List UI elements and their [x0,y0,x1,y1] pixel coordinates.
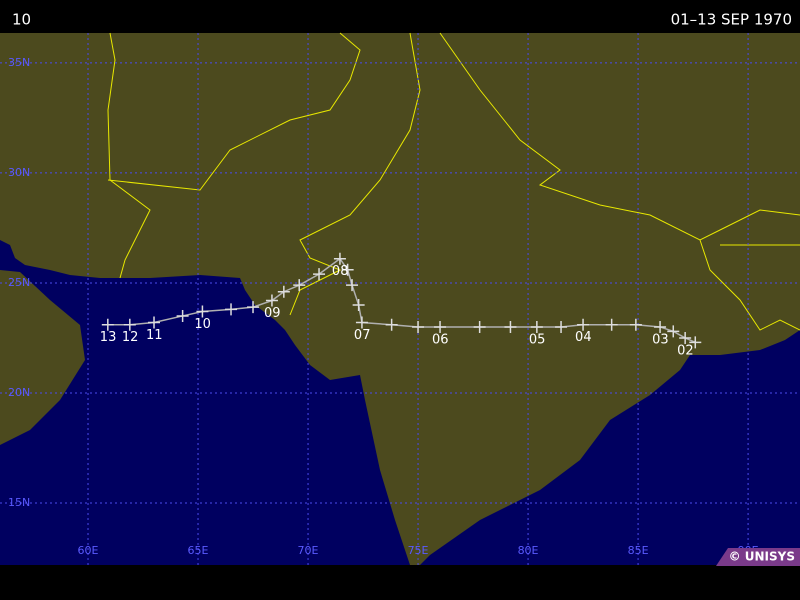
day-label: 12 [122,330,139,345]
lon-label: 80E [518,544,539,557]
track-point [346,279,359,292]
day-label: 13 [100,330,117,345]
day-label: 11 [146,328,163,343]
track-point [667,325,680,338]
track-point [654,320,667,333]
track-point [265,294,278,307]
lon-label: 70E [298,544,319,557]
track-point [412,320,425,333]
date-range: 01–13 SEP 1970 [671,11,792,29]
border [289,32,421,316]
storm-track: 02 03 04 05 06 07 08 09 10 11 12 13 [100,252,702,358]
day-label: 10 [194,317,211,332]
day-label: 05 [529,332,546,347]
track-point [333,252,346,265]
track-point [123,318,136,331]
lon-label: 65E [188,544,209,557]
lon-label: 60E [78,544,99,557]
lon-label: 85E [628,544,649,557]
track-point [473,320,486,333]
track-point [277,285,290,298]
track-point [225,303,238,316]
track-point [247,301,260,314]
track-point [530,320,543,333]
lat-label: 25N [8,276,30,289]
map-area [0,32,800,565]
borders [107,32,800,331]
day-label: 07 [354,328,371,343]
track-point [434,320,447,333]
lat-label: 35N [8,56,30,69]
graticule: 35N30N25N20N15N60E65E70E75E80E85E90E [0,33,800,565]
track-point [629,318,642,331]
bay-of-bengal [420,330,800,565]
badge: © UNISYS [729,550,795,564]
day-label: 08 [332,264,349,279]
lat-label: 20N [8,386,30,399]
track-point [355,316,368,329]
border [439,32,800,241]
track-point [504,320,517,333]
arabian-sea [0,240,410,565]
track-point [176,309,189,322]
frame-number: 10 [12,11,31,29]
track-point [605,318,618,331]
track-point [313,268,326,281]
day-label: 09 [264,306,281,321]
oman [0,270,85,445]
track-point [196,305,209,318]
day-label: 06 [432,332,449,347]
lat-label: 15N [8,496,30,509]
track-point [148,316,161,329]
track-point [555,320,568,333]
track-point [385,318,398,331]
border [107,32,361,191]
track-point [341,263,354,276]
track-point [352,298,365,311]
day-label: 04 [575,330,592,345]
track-point [293,279,306,292]
day-label: 03 [652,332,669,347]
lon-label: 75E [408,544,429,557]
track-point [577,318,590,331]
border [699,239,800,331]
badge-bg [716,548,800,566]
lat-label: 30N [8,166,30,179]
track-point [679,331,692,344]
track-point [101,318,114,331]
day-label: 02 [677,343,694,358]
track-point [689,336,702,349]
